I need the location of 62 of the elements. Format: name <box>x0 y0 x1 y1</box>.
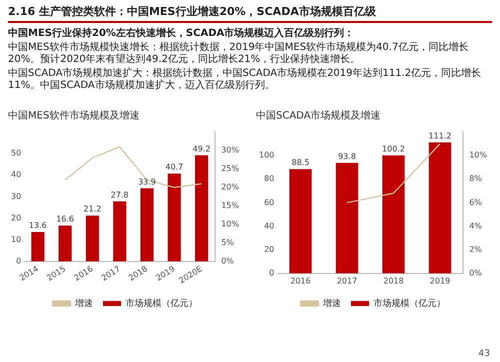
y-tick-label: 40 <box>264 221 274 230</box>
text: 中国MES行业保持20%左右快速增长，SCADA市场规模迈入百亿级别行列： <box>8 28 356 40</box>
legend-label: 市场规模（亿元） <box>126 298 198 309</box>
x-tick-label: 2018 <box>383 276 404 286</box>
data-label: 40.7 <box>165 162 184 172</box>
text: 43 <box>478 349 490 359</box>
y2-tick-label: 20% <box>221 182 240 192</box>
data-label: 100.2 <box>382 144 405 154</box>
bar <box>289 169 312 274</box>
bar <box>58 226 72 262</box>
data-label: 13.6 <box>28 221 47 230</box>
x-tick-label: 2019 <box>430 276 450 286</box>
y-tick-label: 80 <box>264 174 274 184</box>
data-label: 16.6 <box>56 214 74 224</box>
data-label: 27.8 <box>110 190 129 200</box>
chart-title: 中国MES软件市场规模及增速 <box>8 110 140 122</box>
y2-tick-label: 6% <box>469 198 482 207</box>
y-tick-label: 20 <box>10 213 22 222</box>
y2-tick-label: 4% <box>469 221 482 230</box>
y2-tick-label: 25% <box>221 164 240 174</box>
data-label: 93.8 <box>338 152 356 161</box>
legend-label: 增速 <box>322 298 341 309</box>
y-tick-label: 60 <box>264 198 274 207</box>
y-tick-label: 20 <box>264 244 274 254</box>
chart-title: 中国SCADA市场规模及增速 <box>256 110 381 122</box>
legend-label: 市场规模（亿元） <box>374 298 446 309</box>
y-tick-label: 0 <box>269 268 274 278</box>
y-tick-label: 30 <box>10 192 22 201</box>
bar <box>140 188 154 262</box>
y2-tick-label: 8% <box>469 174 482 184</box>
y2-tick-label: 0% <box>469 268 482 278</box>
text: 2.16 生产管控类软件：中国MES行业增速20%，SCADA市场规模百亿级 <box>8 4 492 23</box>
text: 中国SCADA市场规模加速扩大：根据统计数据，中国SCADA市场规模在2019年达到111.2亿元，同比增长11%。中国SCADA市场规模加速扩大，迈入百亿级别行列。 <box>8 68 482 92</box>
y2-tick-label: 10% <box>469 150 488 160</box>
data-label: 21.2 <box>84 204 102 214</box>
data-label: 33.9 <box>138 177 156 186</box>
text: 中国MES软件市场规模快速增长：根据统计数据，2019年中国MES软件市场规模为40.7亿元，同比增长20%。预计2020年末有望达到49.2亿元，同比增长21%，行业保持快速增长。 <box>8 42 470 66</box>
bar <box>168 174 181 262</box>
y-tick-label: 0 <box>16 256 22 266</box>
y2-tick-label: 15% <box>221 201 240 210</box>
x-tick-label: 2016 <box>290 276 311 286</box>
x-tick-label: 2017 <box>336 276 358 286</box>
y2-tick-label: 5% <box>221 238 234 247</box>
bar <box>428 142 452 274</box>
data-label: 49.2 <box>192 144 210 154</box>
y2-tick-label: 30% <box>221 146 240 155</box>
bar <box>382 155 405 274</box>
bar <box>86 216 99 262</box>
data-label: 111.2 <box>428 131 452 140</box>
y-tick-label: 50 <box>10 148 22 158</box>
y2-tick-label: 10% <box>221 219 240 228</box>
data-label: 88.5 <box>292 158 310 168</box>
bar <box>336 162 358 274</box>
bar <box>195 155 208 262</box>
y2-tick-label: 0% <box>221 256 234 266</box>
y2-tick-label: 2% <box>469 244 482 254</box>
y-tick-label: 100 <box>258 150 274 160</box>
legend-label: 增速 <box>74 298 93 309</box>
bar <box>113 201 126 262</box>
y-tick-label: 40 <box>10 170 22 180</box>
bar <box>31 232 44 262</box>
y-tick-label: 10 <box>10 234 22 244</box>
